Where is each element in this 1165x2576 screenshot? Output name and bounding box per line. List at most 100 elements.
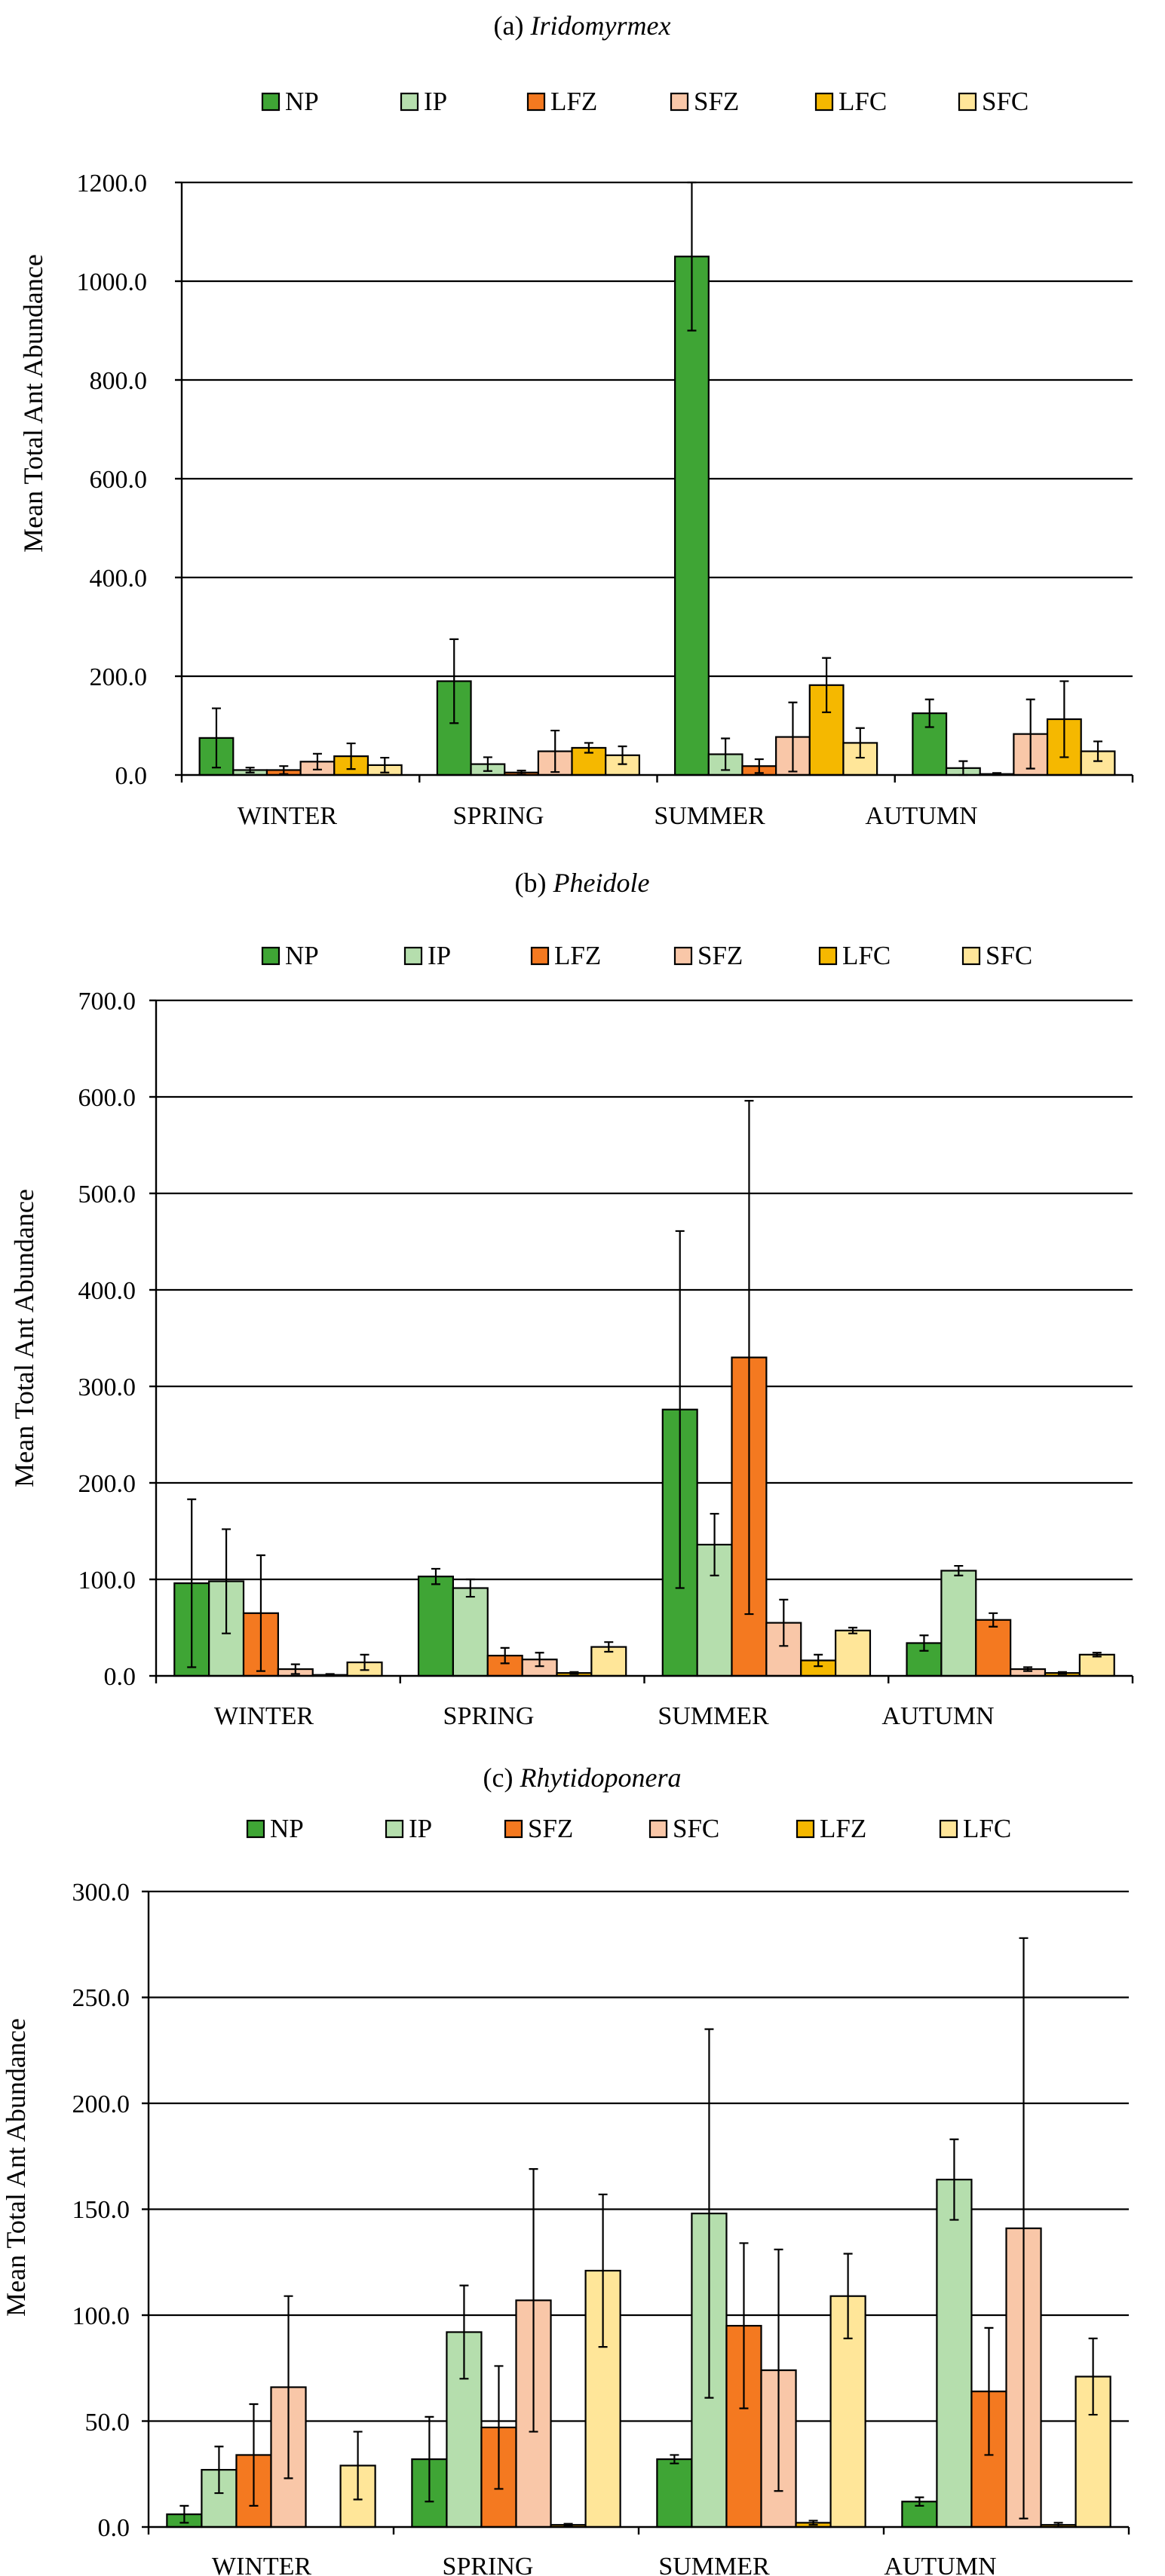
legend-swatch-lfz	[526, 92, 546, 112]
panel-b-plot-area	[149, 999, 1134, 1683]
panel-c-y-ticks: 0.0 50.0 100.0 150.0 200.0 250.0 300.0	[72, 1879, 130, 2542]
error-bar-np-winter	[187, 1498, 197, 1668]
error-bar-sfc-winter	[380, 756, 390, 773]
legend-swatch-sfc	[961, 946, 981, 966]
x-tick-label-autumn: AUTUMN	[884, 2553, 996, 2576]
error-bar-np-winter	[211, 707, 221, 769]
error-bar-ip-winter	[222, 1528, 231, 1634]
bar-np-summer	[674, 256, 710, 776]
y-tick-label: 200.0	[90, 663, 148, 691]
legend-label-sfz: SFZ	[694, 87, 739, 116]
legend-swatch-sfc	[958, 92, 977, 112]
x-tick-label-autumn: AUTUMN	[881, 1702, 994, 1730]
error-bar-sfz-winter	[290, 1663, 300, 1675]
y-tick-label: 300.0	[72, 1879, 130, 1907]
error-bar-sfc-summer	[855, 727, 865, 759]
error-bar-sfc-autumn	[1092, 1652, 1102, 1658]
error-bar-lfc-spring	[584, 742, 593, 754]
error-bar-sfz-autumn	[984, 2326, 994, 2456]
panel-b-y-ticks: 0.0 100.0 200.0 300.0 400.0 500.0 600.0 …	[78, 988, 136, 1691]
error-bar-lfc-winter	[353, 2431, 363, 2501]
panel-a: (a) Iridomyrmex NP IP LFZ SFZ LFC SFC Me…	[18, 11, 1134, 830]
y-tick-label: 0.0	[104, 1663, 136, 1691]
y-tick-label: 100.0	[78, 1567, 136, 1594]
error-bar-ip-autumn	[954, 1564, 964, 1576]
error-bar-sfz-autumn	[1023, 1666, 1033, 1672]
y-tick-label: 50.0	[85, 2409, 130, 2437]
error-bar-lfc-autumn	[1088, 2337, 1098, 2416]
legend-label-lfc: LFC	[963, 1814, 1011, 1843]
error-bar-lfz-autumn	[989, 1612, 998, 1628]
legend-label-lfz: LFZ	[554, 941, 601, 970]
error-bar-sfc-autumn	[1093, 740, 1103, 762]
legend-label-np: NP	[285, 941, 319, 970]
legend-label-sfc: SFC	[986, 941, 1032, 970]
error-bar-ip-summer	[704, 2028, 714, 2399]
error-bar-lfc-autumn	[1057, 1671, 1067, 1675]
y-tick-label: 200.0	[78, 1470, 136, 1498]
panel-a-x-ticks: WINTER SPRING SUMMER AUTUMN	[238, 802, 978, 830]
legend-label-lfz: LFZ	[820, 1814, 866, 1843]
y-tick-label: 500.0	[78, 1181, 136, 1208]
y-tick-label: 0.0	[98, 2514, 130, 2542]
legend-swatch-np	[246, 1819, 265, 1839]
error-bar-sfz-summer	[779, 1598, 789, 1647]
legend-swatch-sfz	[673, 946, 693, 966]
error-bar-lfc-winter	[346, 742, 356, 770]
y-tick-label: 700.0	[78, 988, 136, 1015]
y-tick-label: 200.0	[72, 2091, 130, 2118]
panel-a-y-ticks: 0.0 200.0 400.0 600.0 800.0 1000.0 1200.…	[77, 170, 148, 790]
error-bar-sfc-spring	[529, 2168, 538, 2433]
panel-b-x-ticks: WINTER SPRING SUMMER AUTUMN	[214, 1702, 995, 1730]
error-bar-lfc-summer	[814, 1653, 823, 1668]
error-bar-ip-spring	[465, 1578, 475, 1598]
legend-label-sfc: SFC	[982, 87, 1029, 116]
y-tick-label: 0.0	[115, 762, 148, 790]
error-bar-lfc-autumn	[1059, 680, 1069, 758]
panel-c-plot-area	[142, 1890, 1130, 2535]
bar-np-spring	[417, 1576, 454, 1677]
bar-lfz-autumn	[975, 1619, 1012, 1677]
error-bar-lfz-summer	[754, 758, 764, 774]
panel-c-title: (c) Rhytidoponera	[483, 1763, 682, 1793]
y-tick-label: 1000.0	[77, 268, 148, 296]
x-tick-label-spring: SPRING	[443, 2553, 534, 2576]
error-bar-sfz-winter	[249, 2403, 259, 2507]
legend-swatch-ip	[385, 1819, 404, 1839]
bar-ip-spring	[452, 1587, 489, 1677]
error-bar-sfz-spring	[535, 1652, 544, 1668]
legend-swatch-sfc	[648, 1819, 668, 1839]
panel-b-title: (b) Pheidole	[515, 868, 650, 898]
x-tick-label-spring: SPRING	[453, 802, 544, 830]
bar-sfc-summer	[835, 1629, 872, 1677]
panel-a-legend: NP IP LFZ SFZ LFC SFC	[261, 87, 1029, 116]
error-bar-ip-spring	[459, 2284, 469, 2380]
legend-label-sfc: SFC	[673, 1814, 719, 1843]
legend-swatch-lfc	[818, 946, 838, 966]
error-bar-lfc-summer	[843, 2253, 853, 2340]
error-bar-sfc-autumn	[1019, 1937, 1029, 2519]
error-bar-lfc-summer	[822, 657, 832, 713]
panel-b: (b) Pheidole NP IP LFZ SFZ LFC SFC Mean …	[9, 868, 1134, 1730]
error-bar-np-autumn	[915, 2496, 924, 2507]
legend-label-lfz: LFZ	[550, 87, 597, 116]
panel-c: (c) Rhytidoponera NP IP SFZ SFC LFZ LFC …	[1, 1763, 1130, 2576]
error-bar-sfz-winter	[312, 752, 322, 770]
x-tick-label-summer: SUMMER	[654, 802, 765, 830]
legend-label-lfc: LFC	[842, 941, 891, 970]
panel-a-y-axis-label: Mean Total Ant Abundance	[18, 254, 48, 553]
error-bar-np-autumn	[919, 1634, 929, 1652]
error-bar-sfc-winter	[284, 2295, 293, 2480]
error-bar-np-spring	[449, 638, 459, 724]
error-bar-ip-summer	[710, 1512, 719, 1576]
legend-label-ip: IP	[409, 1814, 432, 1843]
legend-label-np: NP	[270, 1814, 304, 1843]
legend-swatch-lfc	[814, 92, 834, 112]
error-bar-ip-summer	[721, 737, 731, 771]
y-tick-label: 600.0	[78, 1084, 136, 1112]
panel-b-y-axis-label: Mean Total Ant Abundance	[9, 1189, 39, 1487]
y-tick-label: 150.0	[72, 2196, 130, 2224]
legend-swatch-ip	[400, 92, 419, 112]
y-tick-label: 400.0	[78, 1277, 136, 1305]
